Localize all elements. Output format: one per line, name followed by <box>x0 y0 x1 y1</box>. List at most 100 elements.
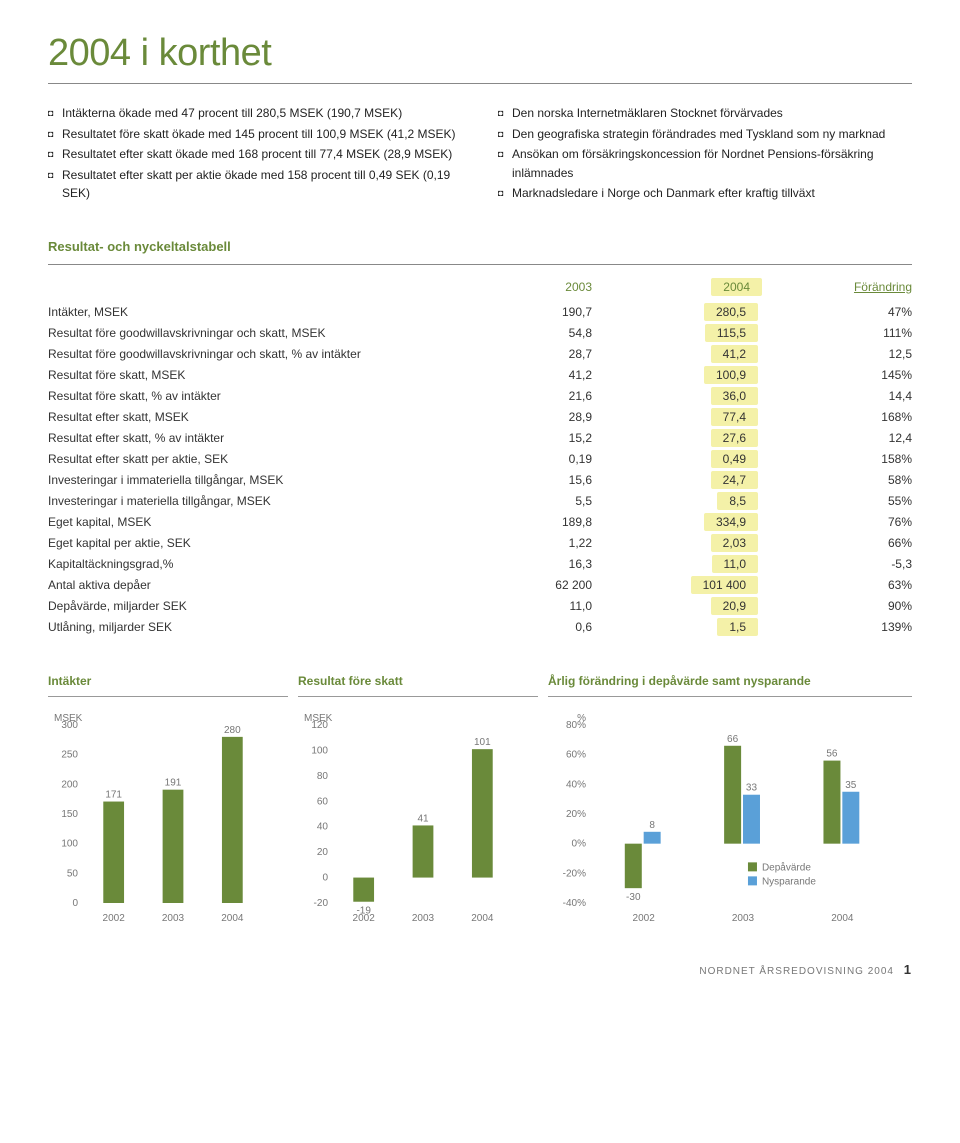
svg-text:0: 0 <box>72 898 78 909</box>
charts-row: Intäkter MSEK050100150200250300171200219… <box>48 674 912 932</box>
table-row: Investeringar i materiella tillgångar, M… <box>48 491 912 512</box>
bullet-text: Resultatet efter skatt per aktie ökade m… <box>62 166 462 203</box>
cell-change: 145% <box>762 365 912 386</box>
chart2-svg: MSEK-20020406080100120-19200241200310120… <box>298 707 518 927</box>
cell-change: -5,3 <box>762 554 912 575</box>
cell-change: 12,4 <box>762 428 912 449</box>
th-2004: 2004 <box>592 275 762 302</box>
cell-change: 139% <box>762 617 912 638</box>
svg-text:120: 120 <box>311 720 328 731</box>
th-2003: 2003 <box>482 275 592 302</box>
bullet-icon: ◘ <box>498 145 512 182</box>
cell-2004: 11,0 <box>592 554 762 575</box>
cell-2004-hl: 1,5 <box>717 618 758 636</box>
svg-text:100: 100 <box>311 745 328 756</box>
cell-2004-hl: 11,0 <box>712 555 758 573</box>
bullets-columns: ◘Intäkterna ökade med 47 procent till 28… <box>48 104 912 205</box>
table-row: Resultat efter skatt, MSEK28,977,4168% <box>48 407 912 428</box>
cell-label: Resultat efter skatt per aktie, SEK <box>48 449 482 470</box>
bullet-text: Resultatet före skatt ökade med 145 proc… <box>62 125 456 144</box>
cell-2004: 36,0 <box>592 386 762 407</box>
results-table: 2003 2004 Förändring Intäkter, MSEK190,7… <box>48 275 912 638</box>
cell-2004: 2,03 <box>592 533 762 554</box>
cell-label: Resultat före goodwillavskrivningar och … <box>48 344 482 365</box>
chart3-title: Årlig förändring i depåvärde samt nyspar… <box>548 674 912 688</box>
bullet-icon: ◘ <box>498 125 512 144</box>
cell-2004-hl: 334,9 <box>704 513 758 531</box>
svg-text:191: 191 <box>165 778 182 789</box>
svg-text:20%: 20% <box>566 809 586 820</box>
cell-2004: 77,4 <box>592 407 762 428</box>
cell-label: Intäkter, MSEK <box>48 302 482 323</box>
cell-2004: 24,7 <box>592 470 762 491</box>
cell-label: Investeringar i materiella tillgångar, M… <box>48 491 482 512</box>
cell-change: 168% <box>762 407 912 428</box>
cell-2004-hl: 24,7 <box>711 471 758 489</box>
cell-2004: 115,5 <box>592 323 762 344</box>
cell-label: Kapitaltäckningsgrad,% <box>48 554 482 575</box>
bullet-text: Ansökan om försäkringskoncession för Nor… <box>512 145 912 182</box>
bullet-icon: ◘ <box>48 104 62 123</box>
bullet-text: Den norska Internetmäklaren Stocknet för… <box>512 104 783 123</box>
cell-2004: 27,6 <box>592 428 762 449</box>
chart1-svg: MSEK050100150200250300171200219120032802… <box>48 707 268 927</box>
chart-resultat: Resultat före skatt MSEK-200204060801001… <box>298 674 538 932</box>
divider <box>548 696 912 697</box>
th-metric <box>48 275 482 302</box>
cell-change: 14,4 <box>762 386 912 407</box>
svg-text:Nysparande: Nysparande <box>762 876 816 887</box>
svg-text:2004: 2004 <box>471 913 494 924</box>
divider <box>298 696 538 697</box>
svg-text:8: 8 <box>649 820 655 831</box>
page-number: 1 <box>904 962 912 977</box>
table-row: Kapitaltäckningsgrad,%16,311,0-5,3 <box>48 554 912 575</box>
svg-text:66: 66 <box>727 734 739 745</box>
cell-change: 63% <box>762 575 912 596</box>
page-title: 2004 i korthet <box>48 32 912 75</box>
table-row: Eget kapital per aktie, SEK1,222,0366% <box>48 533 912 554</box>
svg-text:20: 20 <box>317 847 329 858</box>
svg-text:60%: 60% <box>566 750 586 761</box>
svg-text:280: 280 <box>224 725 241 736</box>
svg-text:40%: 40% <box>566 779 586 790</box>
cell-2003: 0,19 <box>482 449 592 470</box>
svg-text:80%: 80% <box>566 720 586 731</box>
th-change-u: Förändring <box>854 280 912 294</box>
cell-2003: 190,7 <box>482 302 592 323</box>
bullet-icon: ◘ <box>48 145 62 164</box>
cell-2003: 189,8 <box>482 512 592 533</box>
divider <box>48 696 288 697</box>
svg-text:2004: 2004 <box>831 913 854 924</box>
svg-text:35: 35 <box>845 780 857 791</box>
svg-text:41: 41 <box>417 813 429 824</box>
cell-2003: 28,9 <box>482 407 592 428</box>
cell-2004-hl: 27,6 <box>711 429 758 447</box>
cell-2004-hl: 77,4 <box>711 408 758 426</box>
svg-text:0: 0 <box>322 873 328 884</box>
cell-2004: 334,9 <box>592 512 762 533</box>
bullets-right: ◘Den norska Internetmäklaren Stocknet fö… <box>498 104 912 205</box>
cell-change: 111% <box>762 323 912 344</box>
th-change: Förändring <box>762 275 912 302</box>
svg-text:33: 33 <box>746 783 758 794</box>
svg-text:300: 300 <box>61 720 78 731</box>
chart-intakter: Intäkter MSEK050100150200250300171200219… <box>48 674 288 932</box>
svg-text:150: 150 <box>61 809 78 820</box>
cell-label: Utlåning, miljarder SEK <box>48 617 482 638</box>
cell-2003: 41,2 <box>482 365 592 386</box>
table-row: Resultat före goodwillavskrivningar och … <box>48 323 912 344</box>
svg-text:101: 101 <box>474 737 491 748</box>
cell-2003: 5,5 <box>482 491 592 512</box>
cell-2004: 1,5 <box>592 617 762 638</box>
svg-text:100: 100 <box>61 839 78 850</box>
cell-2004-hl: 20,9 <box>711 597 758 615</box>
chart-depavarde: Årlig förändring i depåvärde samt nyspar… <box>548 674 912 932</box>
cell-change: 55% <box>762 491 912 512</box>
cell-2003: 62 200 <box>482 575 592 596</box>
table-title: Resultat- och nyckeltalstabell <box>48 239 912 254</box>
bullet-text: Resultatet efter skatt ökade med 168 pro… <box>62 145 452 164</box>
cell-2004: 101 400 <box>592 575 762 596</box>
svg-text:50: 50 <box>67 868 79 879</box>
cell-2004: 41,2 <box>592 344 762 365</box>
cell-2004: 280,5 <box>592 302 762 323</box>
